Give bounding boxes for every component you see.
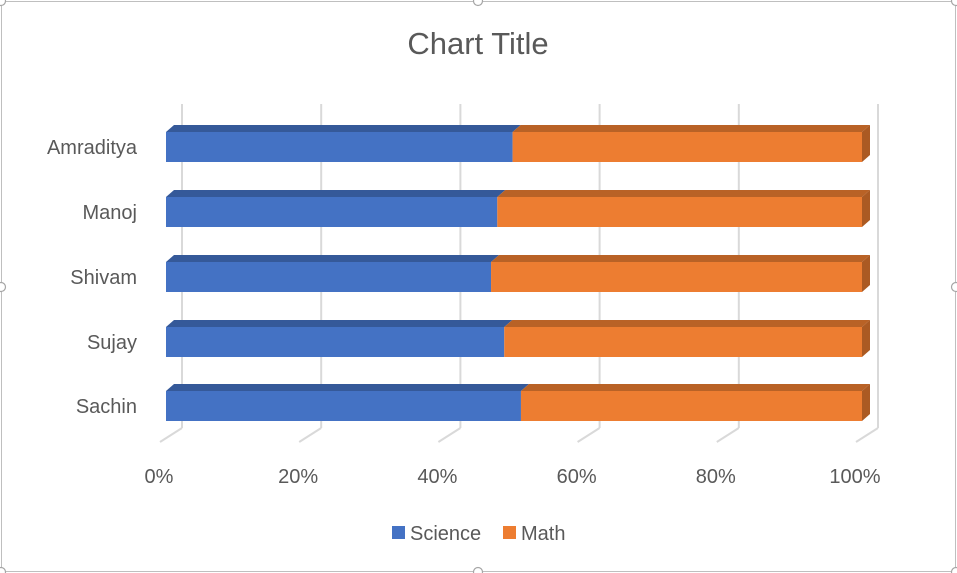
bar-front-face [166, 391, 521, 421]
category-axis: Amraditya Manoj Shivam Sujay Sachin [47, 137, 138, 418]
legend-label-science: Science [410, 523, 481, 545]
bar-front-face [504, 327, 862, 357]
resize-handle-bottom[interactable] [472, 566, 484, 573]
bar-science-amraditya[interactable] [166, 125, 521, 162]
legend-swatch-math [503, 526, 516, 539]
resize-handle-bottom-right[interactable] [950, 566, 957, 573]
resize-handle-top[interactable] [472, 0, 484, 7]
bar-front-face [166, 132, 513, 162]
bar-top-face [166, 255, 500, 262]
category-label: Sujay [87, 332, 137, 354]
bar-front-face [491, 262, 862, 292]
chart-title[interactable]: Chart Title [407, 26, 548, 61]
category-label: Shivam [70, 267, 137, 289]
bar-top-face [497, 190, 870, 197]
bar-science-sujay[interactable] [166, 320, 513, 357]
tick-label: 80% [696, 466, 736, 488]
bar-top-face [520, 384, 870, 391]
legend[interactable]: Science Math [392, 523, 565, 545]
tick-label: 100% [829, 466, 880, 488]
bar-top-face [166, 190, 506, 197]
gridline-floor [159, 427, 183, 443]
gridline-floor [716, 427, 740, 443]
bar-front-face [520, 391, 862, 421]
bar-side-face [862, 255, 870, 292]
gridline-floor [855, 427, 879, 443]
category-label: Manoj [83, 202, 137, 224]
gridline-floor [437, 427, 461, 443]
bar-math-shivam[interactable] [491, 255, 870, 292]
value-axis: 0% 20% 40% 60% 80% 100% [145, 466, 881, 488]
bar-side-face [862, 320, 870, 357]
bar-science-manoj[interactable] [166, 190, 506, 227]
bar-top-face [491, 255, 870, 262]
bar-top-face [166, 125, 521, 132]
bar-front-face [166, 262, 492, 292]
bar-side-face [862, 384, 870, 421]
bar-science-shivam[interactable] [166, 255, 500, 292]
bar-side-face [862, 125, 870, 162]
resize-handle-bottom-left[interactable] [0, 566, 7, 573]
gridline-floor [298, 427, 322, 443]
resize-handle-right[interactable] [950, 281, 957, 293]
category-label: Amraditya [47, 137, 138, 159]
bar-math-sujay[interactable] [504, 320, 870, 357]
bar-front-face [166, 327, 505, 357]
resize-handle-top-left[interactable] [0, 0, 7, 7]
bar-front-face [497, 197, 862, 227]
resize-handle-top-right[interactable] [950, 0, 957, 7]
gridline-floor [577, 427, 601, 443]
bar-math-manoj[interactable] [497, 190, 870, 227]
legend-swatch-science [392, 526, 405, 539]
bar-math-amraditya[interactable] [512, 125, 870, 162]
category-label: Sachin [76, 396, 137, 418]
bars-group [166, 125, 870, 421]
tick-label: 60% [557, 466, 597, 488]
tick-label: 0% [145, 466, 174, 488]
resize-handle-left[interactable] [0, 281, 7, 293]
bar-top-face [512, 125, 870, 132]
legend-label-math: Math [521, 523, 565, 545]
tick-label: 40% [417, 466, 457, 488]
bar-front-face [512, 132, 862, 162]
bar-math-sachin[interactable] [520, 384, 870, 421]
bar-front-face [166, 197, 498, 227]
bar-science-sachin[interactable] [166, 384, 529, 421]
bar-top-face [166, 384, 529, 391]
bar-top-face [166, 320, 513, 327]
bar-top-face [504, 320, 870, 327]
bar-side-face [862, 190, 870, 227]
tick-label: 20% [278, 466, 318, 488]
